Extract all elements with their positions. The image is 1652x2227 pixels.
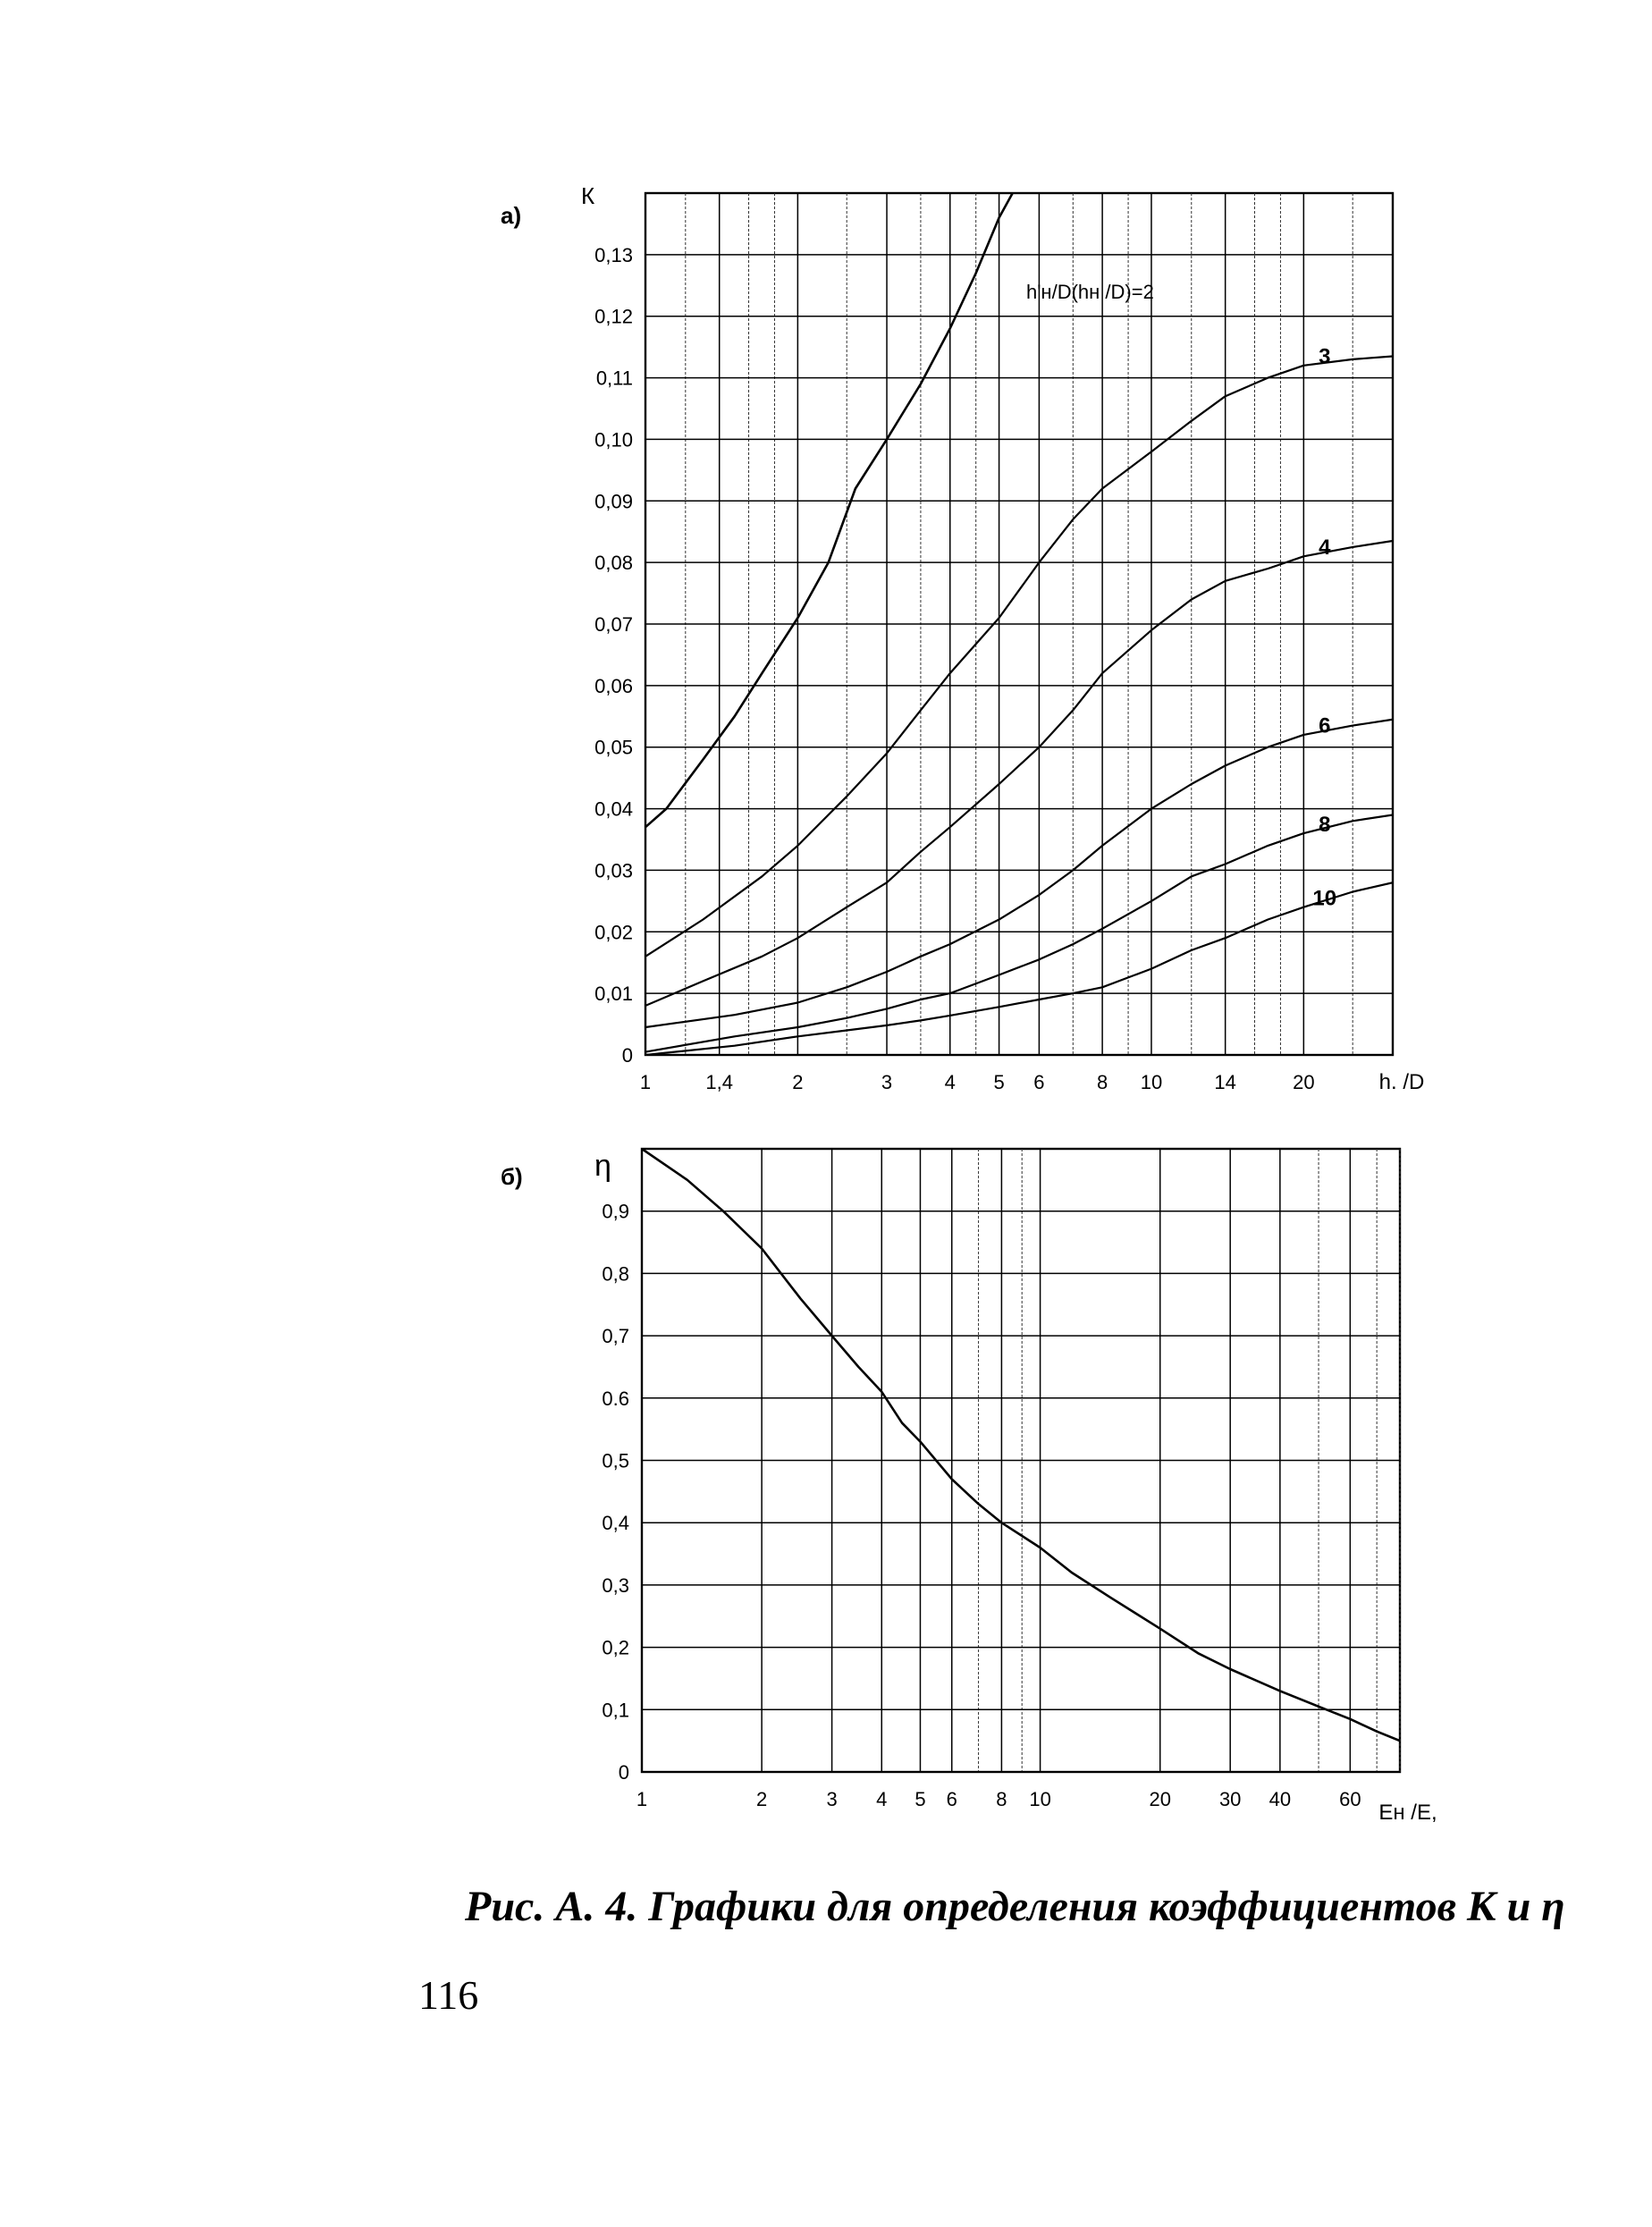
series-label: 4 [1319, 536, 1331, 560]
chart-panel-b: б) η Eн /E, 1 2 3 4 5 6 8 10 20 30 40 60 0 0,1 0,2 0,3 0… [501, 1147, 1437, 1825]
x-tick-label: 60 [1339, 1788, 1361, 1810]
y-tick-label: 0,04 [594, 798, 633, 821]
x-axis-label-a: h. /D [1379, 1070, 1425, 1094]
y-axis-label-a: К [581, 182, 594, 209]
y-tick-label: 0,2 [602, 1637, 629, 1659]
x-tick-label: 4 [876, 1788, 887, 1810]
y-tick-label: 0,09 [594, 490, 633, 512]
series-label: 3 [1319, 345, 1330, 369]
y-tick-label: 0,1 [602, 1699, 629, 1721]
y-tick-label: 0,01 [594, 983, 633, 1005]
x-tick-label: 8 [996, 1788, 1007, 1810]
page-number: 116 [418, 1972, 479, 2018]
series-line-main [642, 1149, 1400, 1742]
y-tick-label: 0 [622, 1044, 633, 1067]
y-tick-label: 0,13 [594, 244, 633, 266]
series-line-4 [645, 539, 1393, 1007]
series-label: 8 [1319, 813, 1330, 837]
y-tick-label: 0,03 [594, 859, 633, 882]
x-tick-label: 1 [640, 1071, 651, 1093]
y-tick-label: 0,05 [594, 737, 633, 759]
y-tick-label: 0,7 [602, 1325, 629, 1347]
curve-annotation-a: h'н/D(hн /D)=2 [1026, 281, 1154, 303]
x-tick-label: 1 [636, 1788, 647, 1810]
series-line-main [645, 193, 1015, 829]
x-tick-label: 2 [756, 1788, 767, 1810]
series-line-8 [645, 814, 1393, 1053]
panel-label-b: б) [501, 1163, 523, 1190]
y-tick-label: 0,9 [602, 1201, 629, 1223]
series-line-3 [645, 355, 1393, 957]
y-axis-label-b: η [594, 1149, 611, 1183]
panel-label-a: а) [501, 202, 521, 229]
x-tick-label: 1,4 [705, 1071, 733, 1093]
y-tick-label: 0,11 [596, 367, 633, 390]
y-tick-label: 0,3 [602, 1574, 629, 1597]
y-tick-label: 0,8 [602, 1262, 629, 1285]
y-tick-label: 0,10 [594, 428, 633, 451]
figure-caption: Рис. А. 4. Графики для определения коэфф… [465, 1883, 1565, 1930]
x-axis-label-b: Eн /E, [1378, 1801, 1437, 1825]
x-tick-label: 10 [1141, 1071, 1162, 1093]
x-tick-label: 4 [945, 1071, 956, 1093]
y-tick-label: 0,02 [594, 921, 633, 943]
series-line-10 [645, 882, 1393, 1055]
x-tick-label: 5 [914, 1788, 925, 1810]
y-tick-label: 0,06 [594, 675, 633, 697]
series-label: 10 [1312, 887, 1336, 911]
y-tick-label: 0.6 [602, 1388, 629, 1410]
x-tick-label: 6 [1033, 1071, 1044, 1093]
y-tick-label: 0 [619, 1761, 629, 1784]
y-tick-label: 0,07 [594, 613, 633, 636]
series-label: 6 [1319, 714, 1330, 738]
x-tick-label: 40 [1269, 1788, 1291, 1810]
y-tick-label: 0,08 [594, 552, 633, 574]
y-tick-label: 0,5 [602, 1450, 629, 1472]
x-tick-label: 8 [1097, 1071, 1108, 1093]
x-tick-label: 20 [1149, 1788, 1170, 1810]
x-tick-label: 20 [1293, 1071, 1314, 1093]
x-tick-label: 6 [947, 1788, 957, 1810]
x-tick-label: 5 [993, 1071, 1004, 1093]
x-tick-label: 30 [1219, 1788, 1241, 1810]
y-tick-label: 0,4 [602, 1512, 629, 1534]
x-tick-label: 2 [792, 1071, 803, 1093]
x-tick-label: 3 [881, 1071, 892, 1093]
y-tick-label: 0,12 [594, 306, 633, 328]
x-tick-label: 14 [1214, 1071, 1235, 1093]
x-tick-label: 10 [1029, 1788, 1050, 1810]
series-line-6 [645, 718, 1393, 1029]
chart-panel-a: а) К h. /D h'н/D(hн /D)=2 1 1,4 2 3 4 5 6 8 10 14… [501, 182, 1424, 1094]
x-tick-label: 3 [826, 1788, 837, 1810]
